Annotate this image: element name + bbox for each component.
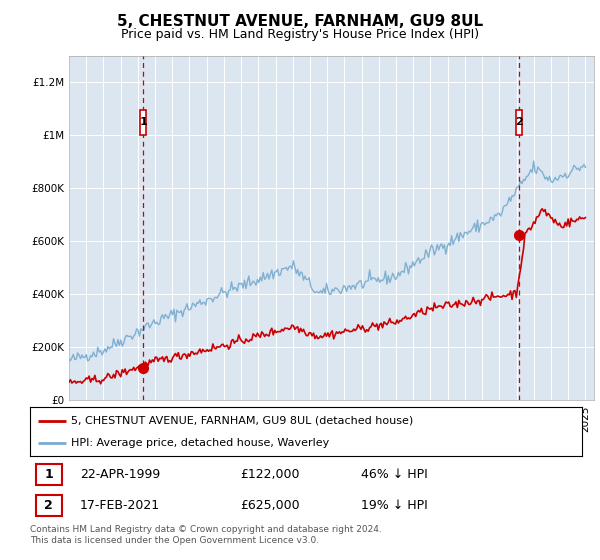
Text: 19% ↓ HPI: 19% ↓ HPI <box>361 499 428 512</box>
Text: £122,000: £122,000 <box>240 468 299 481</box>
Text: 1: 1 <box>139 117 147 127</box>
Text: 5, CHESTNUT AVENUE, FARNHAM, GU9 8UL (detached house): 5, CHESTNUT AVENUE, FARNHAM, GU9 8UL (de… <box>71 416 413 426</box>
FancyBboxPatch shape <box>35 495 62 516</box>
Text: 46% ↓ HPI: 46% ↓ HPI <box>361 468 428 481</box>
Text: HPI: Average price, detached house, Waverley: HPI: Average price, detached house, Wave… <box>71 437 329 447</box>
Text: 1: 1 <box>44 468 53 481</box>
FancyBboxPatch shape <box>140 110 146 135</box>
Text: 2: 2 <box>44 499 53 512</box>
FancyBboxPatch shape <box>35 464 62 485</box>
Text: 5, CHESTNUT AVENUE, FARNHAM, GU9 8UL: 5, CHESTNUT AVENUE, FARNHAM, GU9 8UL <box>117 14 483 29</box>
Text: £625,000: £625,000 <box>240 499 299 512</box>
Text: Price paid vs. HM Land Registry's House Price Index (HPI): Price paid vs. HM Land Registry's House … <box>121 28 479 41</box>
Text: 17-FEB-2021: 17-FEB-2021 <box>80 499 160 512</box>
Text: 2: 2 <box>515 117 523 127</box>
Text: Contains HM Land Registry data © Crown copyright and database right 2024.
This d: Contains HM Land Registry data © Crown c… <box>30 525 382 545</box>
Text: 22-APR-1999: 22-APR-1999 <box>80 468 160 481</box>
FancyBboxPatch shape <box>515 110 521 135</box>
